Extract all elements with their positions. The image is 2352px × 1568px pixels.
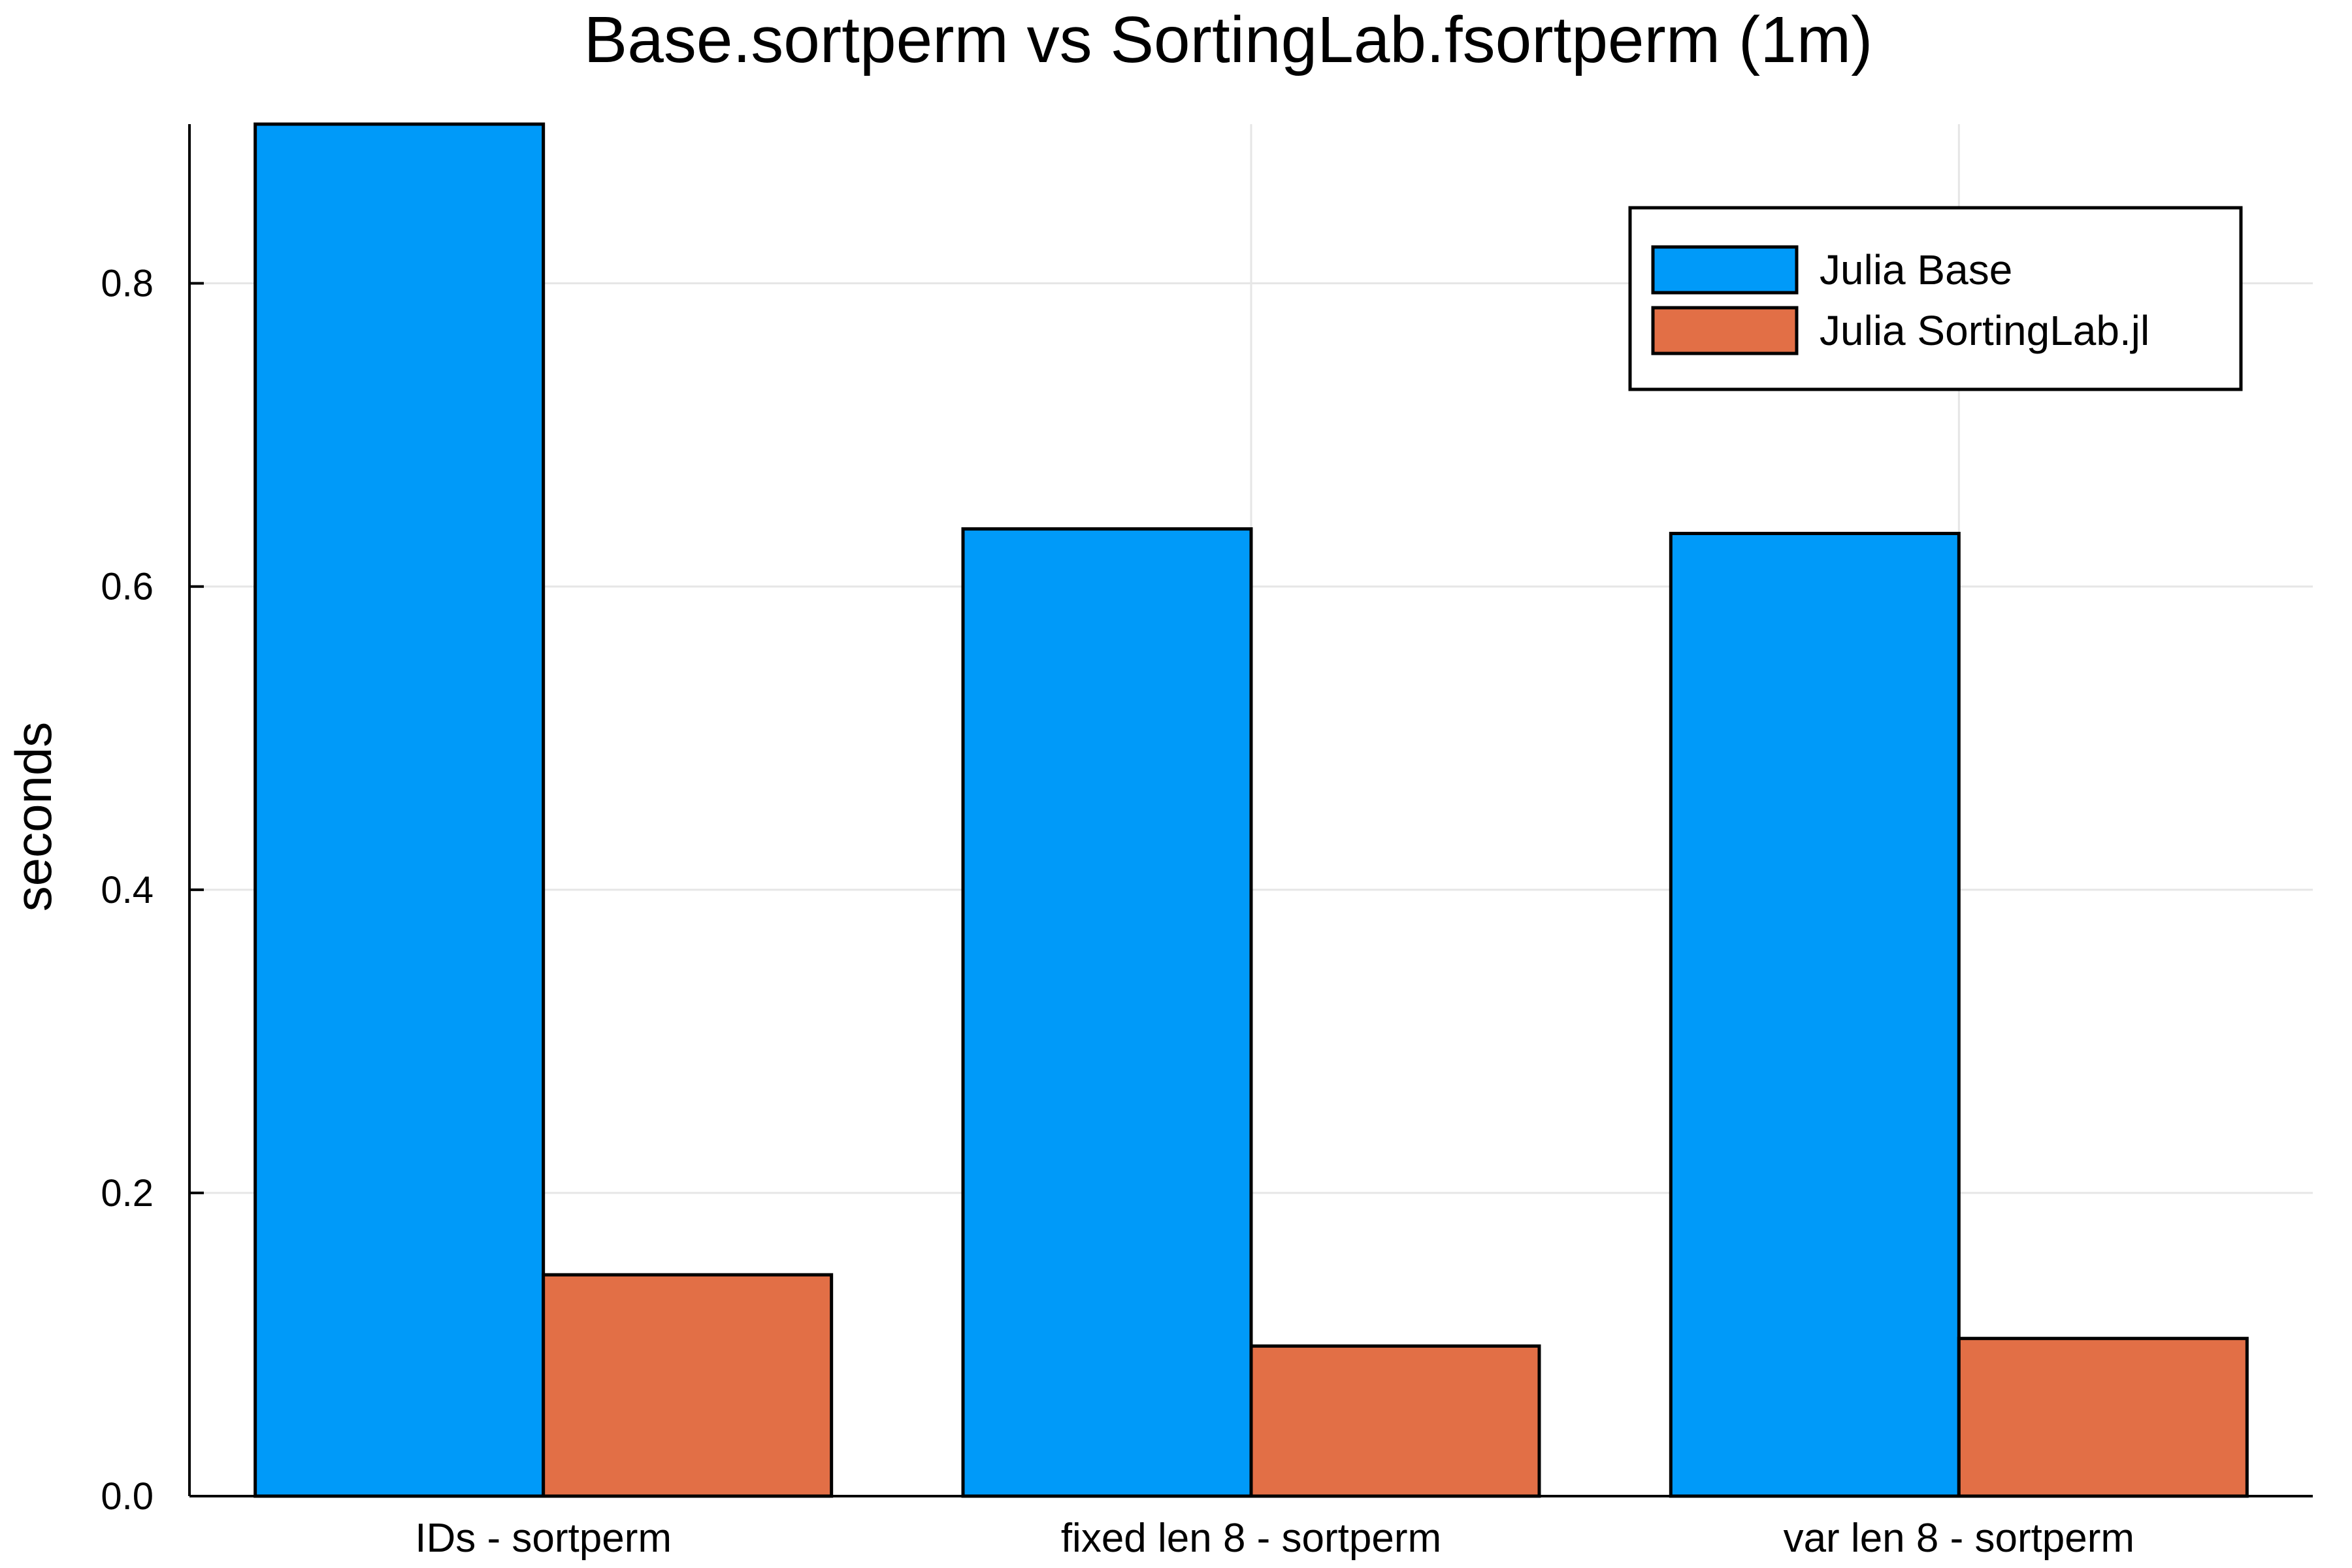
bars — [253, 122, 2249, 1498]
y-tick-label: 0.6 — [101, 566, 154, 608]
legend-swatch — [1651, 306, 1799, 355]
bar — [253, 122, 546, 1498]
legend: Julia Base Julia SortingLab.jl — [1628, 206, 2243, 391]
bar — [1249, 1344, 1541, 1498]
y-tick-label: 0.8 — [101, 263, 154, 305]
bar — [542, 1273, 834, 1498]
x-tick-label: IDs - sortperm — [415, 1516, 672, 1561]
bar — [961, 527, 1253, 1498]
y-tick-label: 0.4 — [101, 869, 154, 911]
chart-title: Base.sortperm vs SortingLab.fsortperm (1… — [584, 3, 1873, 76]
y-tick-label: 0.2 — [101, 1172, 154, 1215]
legend-swatch — [1651, 245, 1799, 295]
bar — [1957, 1337, 2249, 1498]
x-tick-label: var len 8 - sortperm — [1784, 1516, 2135, 1561]
bar — [1669, 532, 1961, 1498]
legend-label: Julia SortingLab.jl — [1820, 307, 2149, 354]
x-tick-label: fixed len 8 - sortperm — [1061, 1516, 1441, 1561]
legend-label: Julia Base — [1820, 246, 2012, 293]
y-axis-label: seconds — [5, 722, 62, 912]
legend-box — [1628, 206, 2243, 391]
axes: 0.0 0.2 0.4 0.6 0.8 IDs - sortperm fixed len 8… — [101, 124, 2313, 1561]
y-tick-label: 0.0 — [101, 1475, 154, 1518]
